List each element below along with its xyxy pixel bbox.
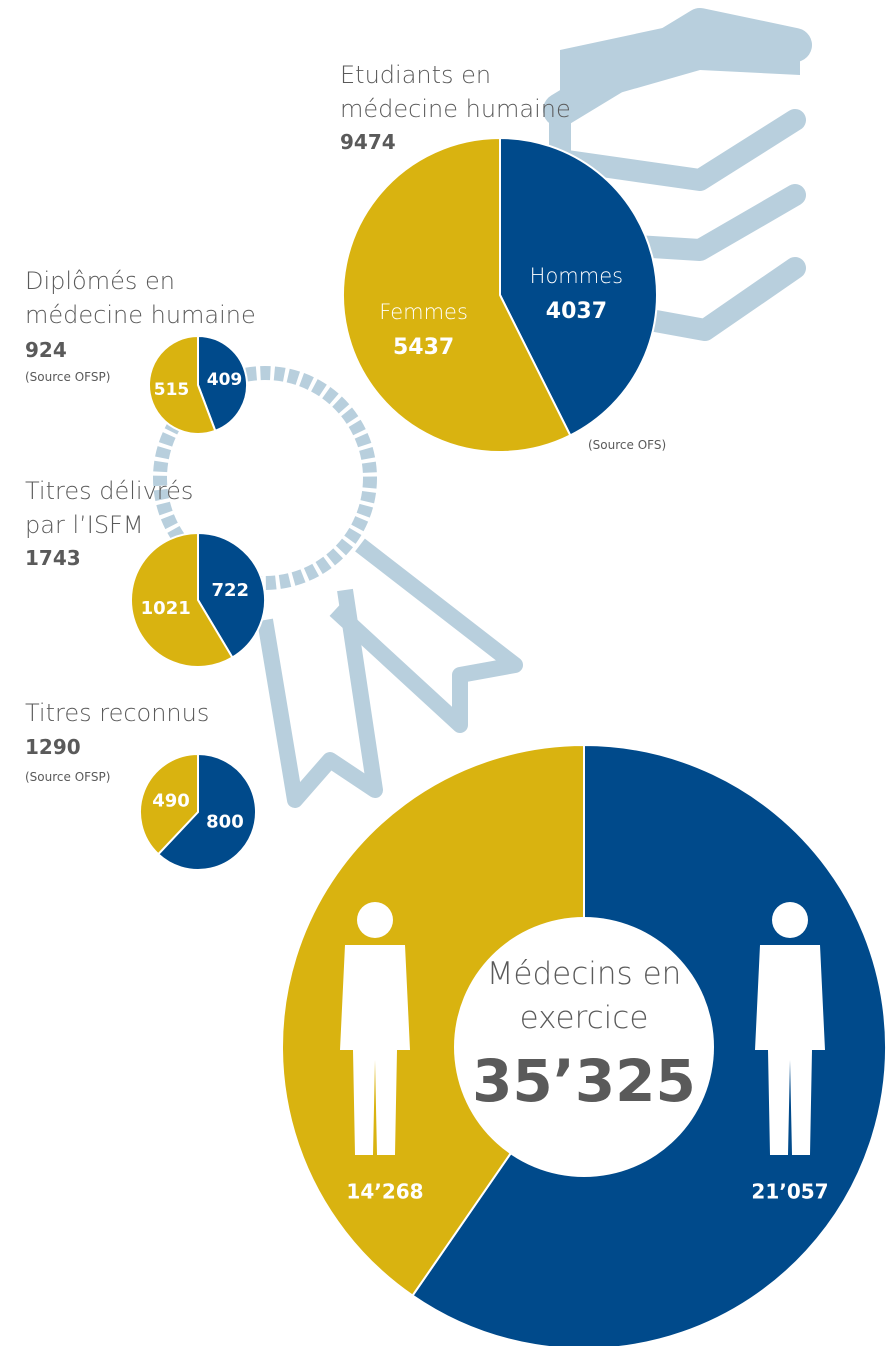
- ribbon-decoration: [153, 366, 523, 808]
- pie-slice: [342, 136, 572, 453]
- silhouette: [340, 945, 410, 1155]
- slice-value: 1021: [141, 598, 191, 619]
- donut-hole: [454, 917, 714, 1177]
- pie-title: Etudiants en médecine humaine: [340, 61, 571, 123]
- slice-value: 5437: [393, 335, 454, 360]
- pie-total: 9474: [340, 130, 396, 154]
- marks: Hommes 4037 Femmes 5437 409 515 722 1021 800 490 2…: [130, 136, 886, 1346]
- slice-value: 4037: [546, 299, 607, 324]
- slice-value: 800: [206, 812, 244, 833]
- pie-title: Titres délivrés par l’ISFM: [25, 477, 194, 539]
- book-cover: [560, 20, 800, 110]
- slice-value: 21’057: [751, 1180, 828, 1204]
- pie-slice: [139, 752, 199, 856]
- pie-total: 1290: [25, 735, 81, 759]
- donut-title: Médecins en exercice: [486, 956, 682, 1036]
- slice-value: 515: [154, 380, 190, 400]
- pie-source: (Source OFSP): [25, 370, 111, 384]
- slice-category: Hommes: [530, 264, 623, 288]
- slice-value: 490: [152, 790, 190, 811]
- pie-slice: [499, 136, 658, 437]
- pie-total: 1743: [25, 546, 81, 570]
- pie-slice: [156, 752, 257, 871]
- pie-slice: [148, 334, 217, 435]
- slice-value: 409: [207, 370, 243, 390]
- pie-source: (Source OFSP): [25, 770, 111, 784]
- pie-total: 924: [25, 338, 67, 362]
- pie-slice: [197, 334, 248, 433]
- pie-slice: [281, 743, 585, 1298]
- pie-slice: [130, 531, 234, 668]
- silhouette: [755, 945, 825, 1155]
- silhouette: [772, 902, 808, 938]
- pie-source: (Source OFS): [588, 438, 667, 452]
- slice-value: 722: [212, 580, 250, 601]
- silhouette: [357, 902, 393, 938]
- pie-title: Titres reconnus: [25, 699, 210, 727]
- pie-title: Diplômés en médecine humaine: [25, 267, 256, 329]
- donut-total: 35’325: [472, 1047, 696, 1115]
- slice-category: Femmes: [379, 300, 468, 324]
- slice-value: 14’268: [346, 1180, 423, 1204]
